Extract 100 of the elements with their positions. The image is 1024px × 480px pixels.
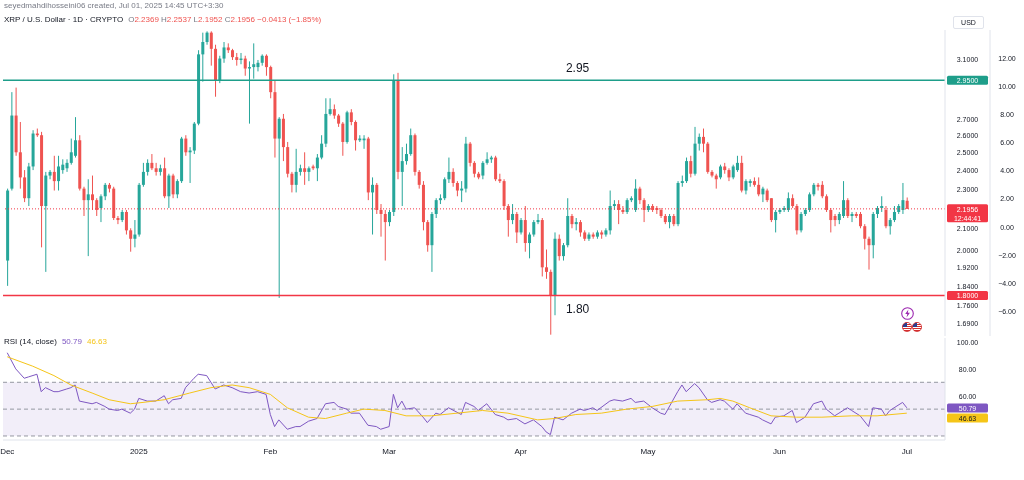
candlestick bbox=[846, 197, 850, 219]
candlestick bbox=[494, 155, 498, 182]
candlestick bbox=[702, 128, 706, 153]
candlestick bbox=[320, 134, 324, 160]
x-tick-label: Apr bbox=[514, 446, 528, 456]
candlestick bbox=[82, 186, 86, 217]
candlestick bbox=[468, 141, 472, 167]
x-tick-label: Dec bbox=[0, 446, 15, 456]
candlestick bbox=[727, 167, 731, 182]
candlestick bbox=[536, 213, 540, 225]
candlestick bbox=[311, 164, 315, 171]
candlestick bbox=[90, 175, 94, 211]
x-tick-label: Jun bbox=[773, 446, 786, 456]
candlestick bbox=[884, 205, 888, 229]
candlestick bbox=[549, 269, 553, 336]
line-series bbox=[6, 352, 908, 436]
candlestick bbox=[829, 207, 833, 233]
candlestick bbox=[57, 155, 61, 192]
candlestick bbox=[354, 119, 358, 152]
candlestick bbox=[634, 178, 638, 213]
candlestick bbox=[604, 227, 608, 238]
candlestick bbox=[506, 203, 510, 238]
text: O2.2369 H2.2537 L2.1952 C2.1956 −0.0413 (−1.85%) bbox=[128, 15, 322, 24]
candlestick bbox=[252, 42, 256, 80]
x-tick-label: Jul bbox=[901, 446, 913, 456]
candlestick bbox=[48, 169, 52, 180]
candlestick bbox=[371, 176, 375, 236]
candlestick bbox=[774, 209, 778, 233]
candlestick bbox=[863, 223, 867, 251]
candlestick bbox=[154, 162, 158, 177]
candlestick bbox=[515, 211, 519, 244]
x-tick-label: Mar bbox=[382, 446, 397, 456]
candlestick bbox=[124, 209, 128, 236]
candlestick bbox=[86, 178, 90, 257]
candlestick bbox=[201, 32, 205, 83]
candlestick bbox=[460, 180, 464, 203]
candlestick bbox=[175, 178, 179, 199]
candlestick bbox=[400, 146, 404, 207]
chart-title: RSI (14, close) bbox=[4, 337, 57, 346]
chart-title: XRP / U.S. Dollar · 1D · CRYPTO bbox=[4, 15, 124, 24]
candlestick bbox=[341, 121, 345, 157]
candlestick bbox=[545, 249, 549, 280]
candlestick bbox=[451, 167, 455, 188]
candlestick bbox=[277, 116, 281, 299]
candlestick bbox=[557, 234, 561, 262]
candlestick bbox=[816, 182, 820, 192]
line-series bbox=[6, 356, 908, 421]
annotation: 46.63 bbox=[86, 337, 107, 346]
candlestick bbox=[209, 30, 213, 67]
candlestick bbox=[523, 205, 527, 253]
candlestick bbox=[685, 157, 689, 184]
candlestick bbox=[243, 55, 247, 77]
candlestick bbox=[290, 171, 294, 193]
candlestick bbox=[218, 55, 222, 84]
candlestick bbox=[757, 176, 761, 197]
candlestick bbox=[426, 219, 430, 253]
x-tick-label: 2025 bbox=[129, 446, 149, 456]
candlestick bbox=[901, 182, 905, 215]
candlestick bbox=[511, 203, 515, 225]
candlestick bbox=[850, 211, 854, 223]
candlestick bbox=[786, 191, 790, 213]
candlestick bbox=[481, 160, 485, 180]
candlestick bbox=[133, 219, 137, 248]
candlestick bbox=[129, 227, 133, 253]
candlestick bbox=[247, 60, 251, 125]
annotation: 50.79 bbox=[61, 337, 82, 346]
candlestick bbox=[307, 165, 311, 182]
candlestick bbox=[799, 211, 803, 233]
x-tick-label: May bbox=[640, 446, 656, 456]
candlestick bbox=[833, 213, 837, 227]
candlestick bbox=[447, 157, 451, 184]
candlestick bbox=[587, 231, 591, 242]
ref-line-label: 2.95 bbox=[565, 61, 590, 76]
candlestick bbox=[69, 138, 73, 166]
candlestick bbox=[409, 128, 413, 157]
candlestick bbox=[642, 197, 646, 223]
x-tick-label: Feb bbox=[263, 446, 278, 456]
candlestick bbox=[222, 41, 226, 64]
candlestick bbox=[315, 153, 319, 182]
candlestick bbox=[141, 162, 145, 188]
candlestick bbox=[808, 191, 812, 213]
candlestick bbox=[171, 173, 175, 199]
candlestick bbox=[528, 231, 532, 259]
text: seyedmahdihosseini06 created, Jul 01, 2025 14:45 UTC+3:30 bbox=[4, 1, 224, 10]
candlestick bbox=[184, 134, 188, 157]
ref-line-label: 1.80 bbox=[565, 302, 590, 317]
candlestick bbox=[52, 155, 56, 192]
candlestick bbox=[65, 158, 69, 173]
candlestick bbox=[434, 197, 438, 219]
candlestick bbox=[417, 169, 421, 190]
candlestick bbox=[621, 205, 625, 215]
candlestick bbox=[294, 148, 298, 193]
candlestick bbox=[328, 97, 332, 117]
candlestick bbox=[116, 215, 120, 225]
candlestick bbox=[99, 193, 103, 223]
candlestick bbox=[383, 209, 387, 262]
candlestick bbox=[867, 236, 871, 271]
candlestick bbox=[23, 169, 27, 203]
candlestick bbox=[379, 203, 383, 238]
candlestick bbox=[303, 151, 307, 186]
